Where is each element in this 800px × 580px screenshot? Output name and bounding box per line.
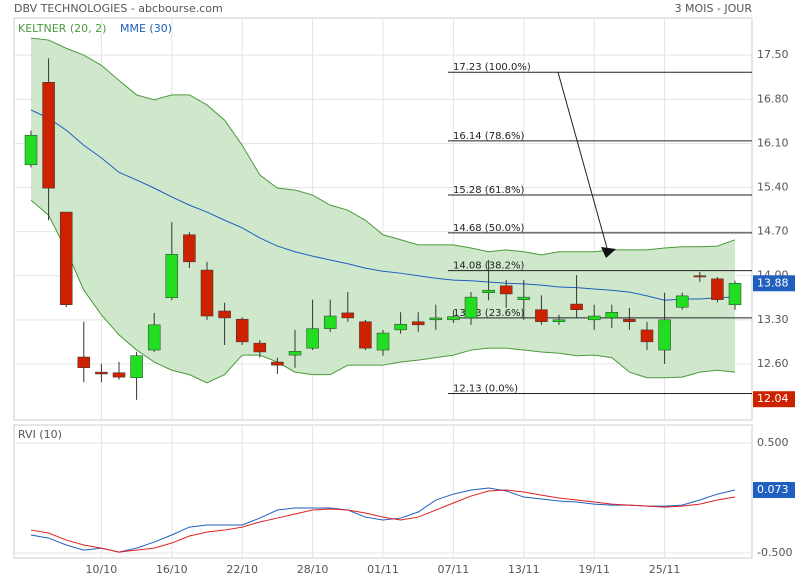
candle-body xyxy=(517,296,531,300)
x-tick-label: 28/10 xyxy=(297,563,329,576)
y-tick-label: 15.40 xyxy=(757,180,789,193)
fib-label: 17.23 (100.0%) xyxy=(453,62,531,73)
candle-body xyxy=(570,303,583,310)
candle-body xyxy=(130,355,143,379)
y-tick-label: -0.500 xyxy=(757,546,792,559)
fib-label: 12.13 (0.0%) xyxy=(453,384,518,395)
candle-body xyxy=(376,332,390,351)
candle-body xyxy=(218,310,231,319)
legend-mme: MME (30) xyxy=(120,22,172,35)
price-label-box xyxy=(753,391,795,408)
x-tick-label: 10/10 xyxy=(86,563,118,576)
candle-body xyxy=(429,317,443,321)
mme-line xyxy=(30,109,736,301)
y-tick-label: 13.30 xyxy=(757,313,789,326)
candle-body xyxy=(675,295,689,308)
candle-body xyxy=(359,321,372,349)
rvi-title: RVI (10) xyxy=(18,428,62,441)
keltner-upper xyxy=(30,37,736,256)
fib-label: 14.68 (50.0%) xyxy=(453,223,524,234)
candle-body xyxy=(95,371,108,375)
candle-body xyxy=(693,275,707,278)
rvi-line xyxy=(30,487,736,553)
candle-body xyxy=(147,324,161,351)
y-tick-label: 16.80 xyxy=(757,92,789,105)
y-tick-label: 16.10 xyxy=(757,136,789,149)
candle-body xyxy=(623,318,636,322)
candle-body xyxy=(711,278,724,300)
y-tick-label: 17.50 xyxy=(757,48,789,61)
candle-body xyxy=(341,312,355,319)
x-tick-label: 22/10 xyxy=(226,563,258,576)
candle-body xyxy=(323,315,337,329)
candle-body xyxy=(59,211,73,305)
fib-arrow-head xyxy=(601,247,616,258)
rvi-last: 0.073 xyxy=(757,483,789,496)
candle-body xyxy=(394,323,407,331)
fib-label: 13.33 (23.6%) xyxy=(453,308,524,319)
candle-body xyxy=(42,82,55,189)
y-tick-label: 0.500 xyxy=(757,436,789,449)
last-price: 13.88 xyxy=(757,276,789,289)
candle-body xyxy=(165,254,179,299)
y-tick-label: 14.70 xyxy=(757,225,789,238)
candle-body xyxy=(587,315,601,321)
fib-label: 15.28 (61.8%) xyxy=(453,185,524,196)
candle-body xyxy=(112,372,126,378)
candle-body xyxy=(728,283,742,305)
candle-body xyxy=(411,321,425,326)
x-tick-label: 19/11 xyxy=(578,563,610,576)
candle-body xyxy=(235,318,249,343)
legend-keltner: KELTNER (20, 2) xyxy=(18,22,106,35)
candle-body xyxy=(605,312,619,319)
period: 3 MOIS - JOUR xyxy=(675,2,753,15)
candle-body xyxy=(183,234,196,263)
x-tick-label: 01/11 xyxy=(367,563,399,576)
candle-body xyxy=(499,285,513,295)
candle-body xyxy=(288,351,302,356)
candle-body xyxy=(535,309,548,322)
candle-body xyxy=(253,342,267,353)
x-tick-label: 07/11 xyxy=(438,563,470,576)
x-tick-label: 13/11 xyxy=(508,563,540,576)
rvi-last-box xyxy=(753,482,795,499)
candle-body xyxy=(200,269,214,317)
x-tick-label: 16/10 xyxy=(156,563,188,576)
candle-body xyxy=(482,289,495,293)
fib-label: 16.14 (78.6%) xyxy=(453,131,524,142)
candle-body xyxy=(306,328,319,349)
last-price-box xyxy=(753,275,795,292)
rvi-line xyxy=(30,489,736,553)
keltner-lower xyxy=(30,199,736,384)
candle-body xyxy=(552,319,566,322)
candle-body xyxy=(77,356,91,368)
fib-arrow xyxy=(557,72,608,249)
candle-body xyxy=(658,319,671,351)
price-label: 12.04 xyxy=(757,392,789,405)
x-tick-label: 25/11 xyxy=(649,563,681,576)
candle-body xyxy=(447,316,460,321)
candle-body xyxy=(271,361,284,366)
candle-body xyxy=(640,329,654,343)
chart-title: DBV TECHNOLOGIES - abcbourse.com xyxy=(14,2,223,15)
candle-body xyxy=(24,134,38,166)
candle-body xyxy=(464,296,478,319)
y-tick-label: 12.60 xyxy=(757,357,789,370)
